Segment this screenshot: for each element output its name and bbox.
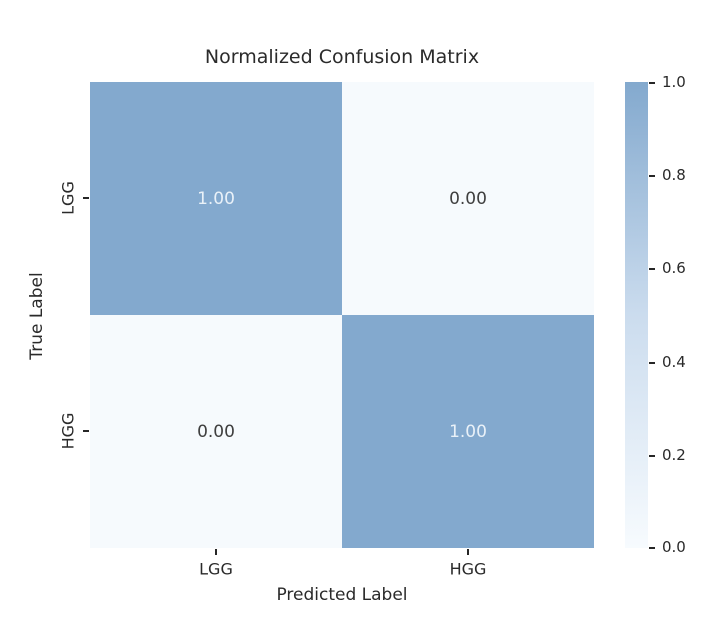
colorbar-tick-label: 1.0 — [662, 73, 686, 91]
x-tick-mark — [215, 549, 217, 555]
cell-value: 0.00 — [197, 421, 235, 442]
colorbar-tick-mark — [649, 362, 655, 364]
colorbar-tick-mark — [649, 82, 655, 84]
colorbar-gradient — [625, 82, 648, 548]
colorbar-tick-label: 0.8 — [662, 166, 686, 184]
heatmap-cell-r0c1: 0.00 — [342, 82, 594, 315]
cell-value: 1.00 — [449, 421, 487, 442]
colorbar-tick-label: 0.0 — [662, 538, 686, 556]
cell-value: 1.00 — [197, 188, 235, 209]
x-tick-label-lgg: LGG — [199, 559, 233, 579]
chart-title: Normalized Confusion Matrix — [204, 46, 480, 68]
y-tick-label-lgg: LGG — [58, 181, 78, 215]
y-tick-mark — [83, 430, 89, 432]
heatmap-grid: 1.00 0.00 0.00 1.00 — [90, 82, 594, 548]
y-tick-mark — [83, 197, 89, 199]
colorbar-tick-label: 0.4 — [662, 353, 686, 371]
y-tick-label-hgg: HGG — [58, 412, 78, 450]
heatmap-cell-r1c0: 0.00 — [90, 315, 342, 548]
heatmap-cell-r0c0: 1.00 — [90, 82, 342, 315]
colorbar-tick-mark — [649, 175, 655, 177]
colorbar-tick-mark — [649, 268, 655, 270]
y-axis-label: True Label — [27, 272, 47, 360]
colorbar-tick-label: 0.2 — [662, 446, 686, 464]
x-tick-label-hgg: HGG — [449, 559, 487, 579]
colorbar-tick-mark — [649, 455, 655, 457]
heatmap-cell-r1c1: 1.00 — [342, 315, 594, 548]
x-tick-mark — [467, 549, 469, 555]
cell-value: 0.00 — [449, 188, 487, 209]
colorbar-tick-mark — [649, 547, 655, 549]
colorbar-tick-label: 0.6 — [662, 259, 686, 277]
x-axis-label: Predicted Label — [276, 585, 408, 605]
